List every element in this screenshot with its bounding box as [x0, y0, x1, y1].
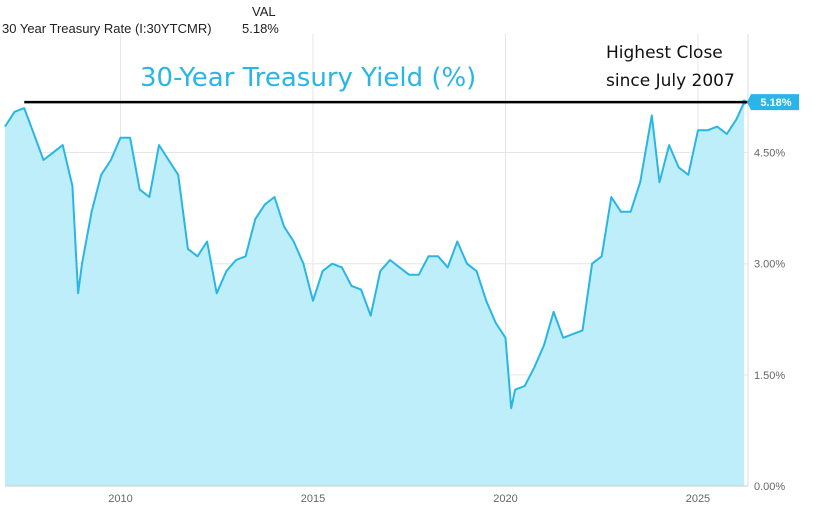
x-axis: 2010 2015 2020 2025 [5, 485, 748, 505]
x-tick-label: 2025 [686, 493, 710, 505]
x-tick-label: 2015 [301, 493, 325, 505]
legend-header: VAL [252, 4, 276, 19]
annotations: 30-Year Treasury Yield (%) Highest Close s… [140, 43, 735, 93]
last-value-label: 5.18% [760, 97, 791, 109]
chart-legend: VAL 30 Year Treasury Rate (I:30YTCMR) 5.… [0, 0, 300, 40]
x-tick-label: 2010 [108, 493, 132, 505]
highest-close-note-line: since July 2007 [606, 71, 735, 91]
y-tick-label: 1.50% [754, 370, 785, 382]
y-tick-label: 3.00% [754, 259, 785, 271]
y-tick-label: 0.00% [754, 481, 785, 493]
y-tick-label: 4.50% [754, 148, 785, 160]
series-line [4, 101, 746, 410]
series-area [5, 102, 745, 486]
series-layer [4, 99, 747, 486]
legend-series-value: 5.18% [242, 21, 279, 36]
chart-annotation-title: 30-Year Treasury Yield (%) [140, 63, 476, 93]
last-value-badge [747, 94, 799, 111]
x-tick-label: 2020 [493, 493, 517, 505]
legend-series-name: 30 Year Treasury Rate (I:30YTCMR) [2, 21, 212, 36]
highest-close-note-line: Highest Close [606, 43, 723, 63]
y-axis: 0.00% 1.50% 3.00% 4.50% 5.18% [747, 94, 799, 493]
